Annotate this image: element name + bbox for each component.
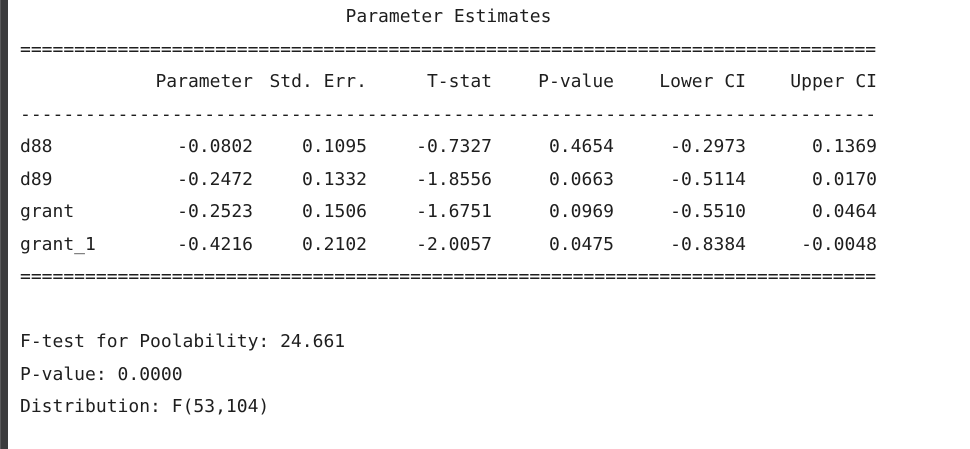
row-label-grant: grant <box>20 201 75 222</box>
cell-t-stat: -2.0057 <box>416 233 492 255</box>
row-label-d89: d89 <box>20 168 53 190</box>
cell-parameter: -0.2472 <box>177 168 253 190</box>
cell-std-err: 0.1332 <box>301 168 367 190</box>
report-title: Parameter Estimates <box>345 6 552 27</box>
cell-parameter: -0.4216 <box>177 233 253 255</box>
cell-lower-ci: -0.2973 <box>670 136 746 157</box>
p-value-line: P-value: 0.0000 <box>20 359 877 392</box>
cell-t-stat: -0.7327 <box>416 136 492 157</box>
distribution-label: Distribution: <box>20 396 161 417</box>
column-header-blank <box>20 66 123 99</box>
table-row: grant -0.2523 0.1506 -1.6751 0.0969 -0.5510 0.… <box>20 196 877 229</box>
cell-lower-ci: -0.8384 <box>670 233 746 255</box>
cell-t-stat: -1.6751 <box>416 201 492 222</box>
column-header-parameter: Parameter <box>155 71 253 92</box>
column-header-lower-ci: Lower CI <box>659 71 746 92</box>
column-header-t-stat: T-stat <box>426 71 492 92</box>
separator-heavy-top: ========================================… <box>20 38 877 60</box>
cell-p-value: 0.0969 <box>548 201 614 222</box>
p-value-value: 0.0000 <box>117 363 183 385</box>
cell-p-value: 0.0663 <box>548 168 614 190</box>
cell-lower-ci: -0.5510 <box>670 201 746 222</box>
p-value-label: P-value: <box>20 363 107 385</box>
distribution-value: F(53,104) <box>171 396 270 417</box>
row-label-grant-1: grant_1 <box>20 233 96 255</box>
f-test-value: 24.661 <box>280 331 346 352</box>
cell-t-stat: -1.8556 <box>416 168 492 190</box>
column-header-p-value: P-value <box>538 71 614 92</box>
cell-lower-ci: -0.5114 <box>670 168 746 190</box>
cell-p-value: 0.0475 <box>548 233 614 255</box>
cell-std-err: 0.2102 <box>301 233 367 255</box>
table-header-row: Parameter Std. Err. T-stat P-value Lower CI U… <box>20 66 877 99</box>
separator-heavy-bottom: ========================================… <box>20 266 877 287</box>
cell-p-value: 0.4654 <box>548 136 614 157</box>
table-row: d89 -0.2472 0.1332 -1.8556 0.0663 -0.5114 0.01… <box>20 164 877 197</box>
table-row: d88 -0.0802 0.1095 -0.7327 0.4654 -0.2973 0.13… <box>20 131 877 164</box>
cell-upper-ci: 0.0464 <box>811 201 877 222</box>
cell-parameter: -0.2523 <box>177 201 253 222</box>
row-label-d88: d88 <box>20 136 53 157</box>
cell-upper-ci: -0.0048 <box>801 233 877 255</box>
column-header-upper-ci: Upper CI <box>790 71 877 92</box>
blank-line <box>20 294 877 327</box>
separator-light: ----------------------------------------… <box>20 103 877 125</box>
f-test-label: F-test for Poolability: <box>20 331 270 352</box>
column-header-std-err: Std. Err. <box>269 71 367 92</box>
cell-std-err: 0.1506 <box>301 201 367 222</box>
cell-upper-ci: 0.1369 <box>811 136 877 157</box>
cell-std-err: 0.1095 <box>301 136 367 157</box>
parameter-estimates-output: Parameter Estimates ====================… <box>20 1 877 424</box>
f-test-poolability-line: F-test for Poolability: 24.661 <box>20 326 877 359</box>
table-row: grant_1 -0.4216 0.2102 -2.0057 0.0475 -0.8384… <box>20 229 877 262</box>
cell-upper-ci: 0.0170 <box>811 168 877 190</box>
distribution-line: Distribution: F(53,104) <box>20 391 877 424</box>
cell-parameter: -0.0802 <box>177 136 253 157</box>
left-border-bar <box>0 0 8 449</box>
